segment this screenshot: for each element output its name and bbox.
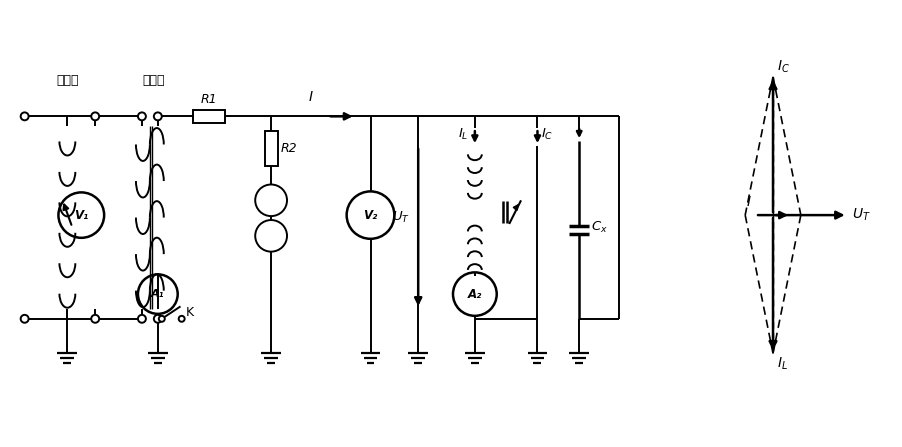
Text: $U_T$: $U_T$ — [391, 210, 410, 225]
Bar — [193, 110, 225, 123]
Text: $U_T$: $U_T$ — [851, 207, 870, 224]
Circle shape — [21, 315, 29, 323]
Text: V₁: V₁ — [74, 209, 88, 222]
Bar — [264, 131, 277, 166]
Text: $I_C$: $I_C$ — [776, 59, 789, 75]
Circle shape — [21, 112, 29, 120]
Text: 调压器: 调压器 — [56, 74, 78, 87]
Text: R2: R2 — [281, 142, 298, 155]
Text: A₂: A₂ — [467, 287, 482, 301]
Circle shape — [153, 315, 161, 323]
Text: R1: R1 — [200, 93, 217, 106]
Text: $I_L$: $I_L$ — [458, 127, 468, 142]
Text: A₁: A₁ — [151, 289, 164, 299]
Circle shape — [138, 315, 146, 323]
Text: V₂: V₂ — [363, 209, 377, 222]
Circle shape — [179, 316, 184, 322]
Circle shape — [159, 316, 164, 322]
Text: I: I — [746, 195, 750, 209]
Text: $C_x$: $C_x$ — [591, 220, 607, 235]
Text: 升压器: 升压器 — [143, 74, 165, 87]
Text: K: K — [186, 306, 194, 319]
Text: I: I — [308, 90, 313, 105]
Text: $I_L$: $I_L$ — [776, 355, 787, 372]
Circle shape — [153, 112, 161, 120]
Circle shape — [91, 112, 99, 120]
Circle shape — [91, 315, 99, 323]
Circle shape — [138, 112, 146, 120]
Text: $I_C$: $I_C$ — [541, 127, 553, 142]
